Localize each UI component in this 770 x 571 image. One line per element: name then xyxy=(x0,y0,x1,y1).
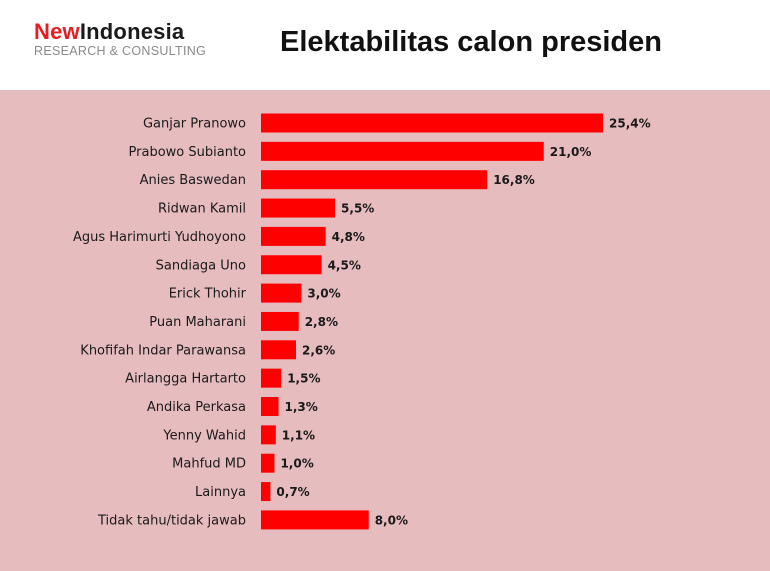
value-label: 1,5% xyxy=(287,372,320,386)
bar xyxy=(261,453,275,473)
value-label: 4,5% xyxy=(328,258,361,272)
category-label: Anies Baswedan xyxy=(140,173,246,188)
category-label: Andika Perkasa xyxy=(147,400,246,415)
chart-title: Elektabilitas calon presiden xyxy=(280,26,662,58)
bar xyxy=(261,226,326,246)
category-label: Prabowo Subianto xyxy=(129,145,247,160)
category-label: Ridwan Kamil xyxy=(158,202,246,217)
value-label: 2,6% xyxy=(302,343,335,357)
logo-wordmark: NewIndonesia xyxy=(34,20,206,44)
category-label: Sandiaga Uno xyxy=(156,258,246,273)
category-label: Tidak tahu/tidak jawab xyxy=(97,513,246,528)
bar xyxy=(261,283,302,303)
category-label: Lainnya xyxy=(195,485,246,500)
bar xyxy=(261,510,369,530)
value-label: 2,8% xyxy=(305,315,338,329)
category-label: Agus Harimurti Yudhoyono xyxy=(73,230,246,245)
bar-chart: Ganjar Pranowo 25,4% Prabowo Subianto 21,0%… xyxy=(73,113,651,530)
bar xyxy=(261,255,322,275)
bar xyxy=(261,311,299,331)
value-label: 1,3% xyxy=(285,400,318,414)
value-label: 16,8% xyxy=(493,173,535,187)
value-label: 1,1% xyxy=(282,428,315,442)
logo-subtitle: RESEARCH & CONSULTING xyxy=(34,44,207,58)
category-label: Mahfud MD xyxy=(172,457,246,472)
category-label: Ganjar Pranowo xyxy=(143,117,246,132)
bar xyxy=(261,482,271,502)
category-label: Airlangga Hartarto xyxy=(125,372,246,387)
value-label: 3,0% xyxy=(307,287,340,301)
value-label: 25,4% xyxy=(609,117,651,131)
category-label: Erick Thohir xyxy=(169,287,247,302)
bar xyxy=(261,425,276,445)
bar xyxy=(261,340,297,360)
value-label: 1,0% xyxy=(280,457,313,471)
bar xyxy=(261,368,282,388)
bar xyxy=(261,397,279,416)
logo-indonesia: Indonesia xyxy=(79,19,185,44)
category-label: Yenny Wahid xyxy=(162,428,246,443)
bar xyxy=(261,141,544,161)
value-label: 4,8% xyxy=(332,230,365,244)
plot-area: Ganjar Pranowo 25,4% Prabowo Subianto 21,0%… xyxy=(0,90,770,571)
value-label: 21,0% xyxy=(550,145,592,159)
category-label: Khofifah Indar Parawansa xyxy=(80,343,246,358)
header: NewIndonesia RESEARCH & CONSULTING Elekt… xyxy=(0,0,770,90)
value-label: 0,7% xyxy=(276,485,309,499)
bar xyxy=(261,198,336,218)
bar xyxy=(261,113,603,133)
logo-new: New xyxy=(34,19,80,44)
newindonesia-logo: NewIndonesia RESEARCH & CONSULTING xyxy=(34,20,207,59)
bar xyxy=(261,170,488,190)
value-label: 8,0% xyxy=(375,513,408,527)
category-label: Puan Maharani xyxy=(149,315,246,330)
value-label: 5,5% xyxy=(341,202,374,216)
